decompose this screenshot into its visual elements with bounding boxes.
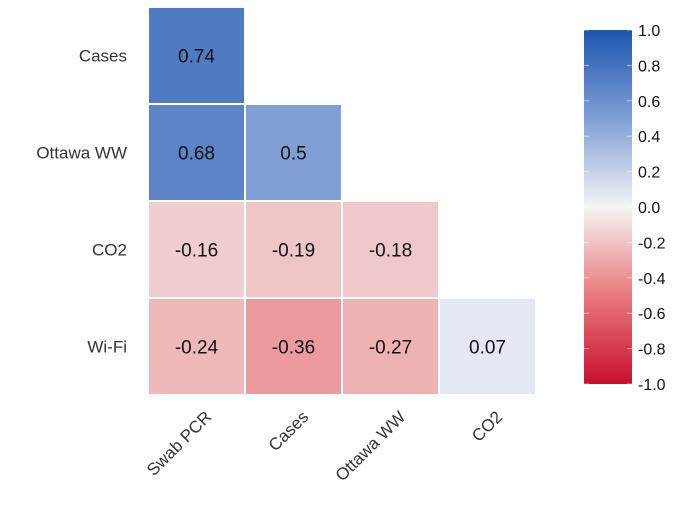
column-label: Ottawa WW [332, 407, 410, 485]
heatmap-cell-rect [343, 202, 438, 297]
colorbar-tick: 0.6 [584, 94, 660, 111]
colorbar-tick-label: -0.2 [638, 235, 666, 252]
colorbar-tick-label: -0.6 [638, 306, 666, 323]
heatmap-cell: 0.68 [149, 105, 244, 200]
colorbar-tick-label: 0.6 [638, 94, 660, 111]
colorbar-tick: -0.2 [584, 235, 666, 252]
heatmap-cell-value: 0.68 [178, 144, 215, 165]
row-label: Ottawa WW [36, 144, 127, 163]
heatmap-cell: -0.16 [149, 202, 244, 297]
colorbar-ticks: 1.0 0.8 0.6 0.4 0.2 0.0 -0.2 -0.4 -0.6 -0.8 -1.0 [584, 23, 666, 394]
heatmap-cell-value: 0.07 [469, 338, 506, 359]
heatmap-cell: -0.18 [343, 202, 438, 297]
colorbar-tick-label: -0.8 [638, 342, 666, 359]
heatmap-cell-value: 0.5 [280, 144, 306, 165]
colorbar-tick: -0.8 [584, 342, 666, 359]
colorbar-tick: 0.8 [584, 58, 660, 75]
colorbar-tick-label: 0.8 [638, 58, 660, 75]
column-label: Cases [265, 407, 313, 455]
heatmap-cell-value: -0.18 [369, 241, 412, 262]
heatmap-cell-value: -0.16 [175, 241, 218, 262]
colorbar-tick: 1.0 [584, 23, 660, 40]
heatmap-cell: 0.07 [440, 299, 535, 394]
colorbar: 1.0 0.8 0.6 0.4 0.2 0.0 -0.2 -0.4 -0.6 -0.8 -1.0 [584, 23, 666, 394]
heatmap-cell-rect [246, 299, 341, 394]
heatmap-cell: 0.74 [149, 8, 244, 103]
colorbar-tick-label: 0.2 [638, 165, 660, 182]
heatmap-cell-rect [149, 105, 244, 200]
heatmap-cell-value: -0.24 [175, 338, 219, 359]
heatmap-cell: -0.36 [246, 299, 341, 394]
colorbar-tick: 0.2 [584, 165, 660, 182]
heatmap-cells: 0.74 0.68 0.5 -0.16 -0.19 -0.18 -0.24 -0.36 -0.2… [149, 8, 535, 394]
colorbar-tick: 0.0 [584, 200, 660, 217]
heatmap-cell-rect [246, 105, 341, 200]
row-labels: Cases Ottawa WW CO2 Wi-Fi [36, 47, 127, 357]
colorbar-tick: 0.4 [584, 129, 660, 146]
colorbar-tick-label: -0.4 [638, 271, 666, 288]
colorbar-tick-label: 1.0 [638, 23, 660, 40]
colorbar-tick: -0.6 [584, 306, 666, 323]
column-label: Swab PCR [143, 407, 215, 479]
heatmap-cell-value: 0.74 [178, 47, 215, 68]
heatmap-cell: 0.5 [246, 105, 341, 200]
colorbar-gradient [584, 30, 632, 384]
heatmap-cell-rect [246, 202, 341, 297]
heatmap-cell-rect [343, 299, 438, 394]
heatmap-cell: -0.24 [149, 299, 244, 394]
heatmap-cell-value: -0.19 [272, 241, 315, 262]
heatmap-cell-rect [149, 202, 244, 297]
heatmap-cell-value: -0.36 [272, 338, 315, 359]
colorbar-tick: -1.0 [584, 377, 666, 394]
heatmap-cell-value: -0.27 [369, 338, 412, 359]
column-labels: Swab PCR Cases Ottawa WW CO2 [143, 407, 506, 485]
colorbar-tick-label: 0.0 [638, 200, 660, 217]
row-label: Cases [79, 47, 127, 66]
column-label: CO2 [468, 407, 506, 445]
heatmap-cell: -0.27 [343, 299, 438, 394]
row-label: Wi-Fi [87, 338, 127, 357]
heatmap-cell-rect [440, 299, 535, 394]
colorbar-tick-label: 0.4 [638, 129, 660, 146]
colorbar-tick: -0.4 [584, 271, 666, 288]
row-label: CO2 [92, 241, 127, 260]
heatmap-cell-rect [149, 8, 244, 103]
heatmap-cell: -0.19 [246, 202, 341, 297]
heatmap-cell-rect [149, 299, 244, 394]
colorbar-tick-label: -1.0 [638, 377, 666, 394]
